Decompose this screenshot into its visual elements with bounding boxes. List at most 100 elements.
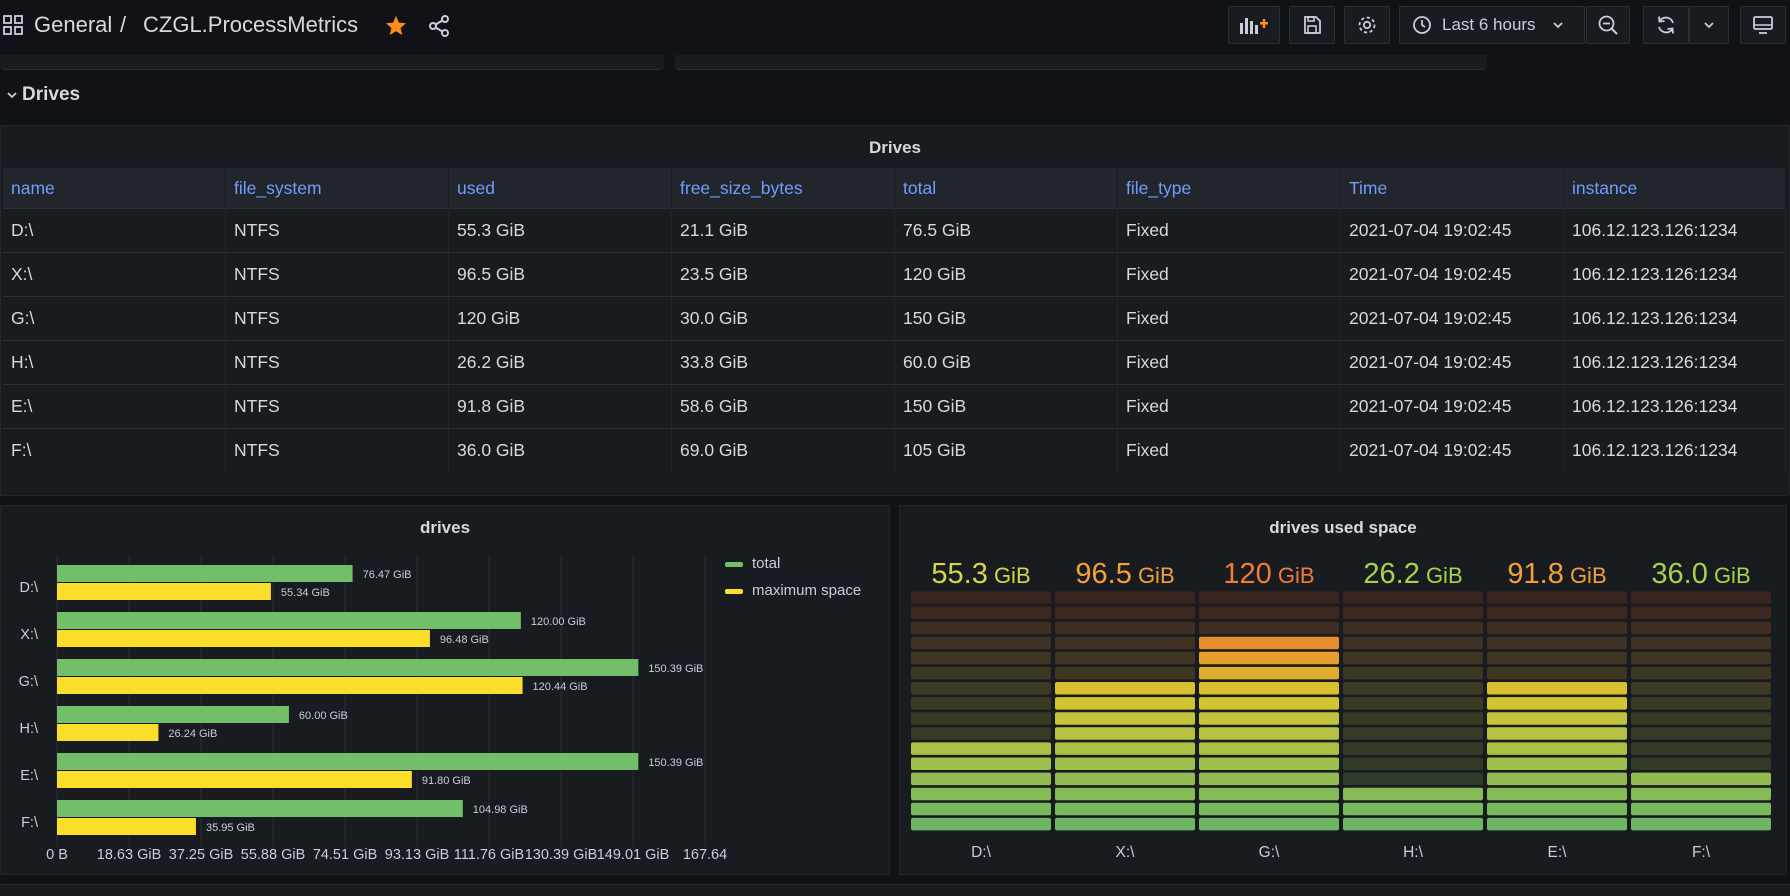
column-header[interactable]: name: [3, 168, 226, 209]
data-label: 150.39 GiB: [648, 663, 703, 675]
gauge-segment: [1199, 742, 1339, 755]
table-cell: Fixed: [1117, 296, 1341, 341]
panel-edge: [0, 884, 1790, 896]
bar: [57, 565, 353, 582]
dashboard-title[interactable]: CZGL.ProcessMetrics: [143, 12, 359, 37]
gauge-segment: [911, 727, 1051, 740]
row-header-drives[interactable]: Drives: [6, 84, 80, 106]
gauge-segment: [1487, 802, 1627, 816]
clock-icon: [1413, 16, 1431, 34]
gear-icon: [1358, 16, 1376, 34]
column-header[interactable]: free_size_bytes: [671, 168, 895, 209]
table-cell: 21.1 GiB: [671, 208, 895, 253]
table-cell: NTFS: [225, 208, 449, 253]
save-dashboard-button[interactable]: [1289, 6, 1335, 44]
gauge-segment: [1487, 606, 1627, 619]
gauge-segment: [911, 606, 1051, 619]
panel-title[interactable]: drives: [419, 518, 471, 537]
table-cell: Fixed: [1117, 340, 1341, 385]
gauge-value-unit: GiB: [988, 563, 1031, 588]
gauge-segment: [1631, 712, 1771, 725]
gauge-segment: [1055, 787, 1195, 801]
column-header[interactable]: Time: [1340, 168, 1564, 209]
gauge-segment: [911, 591, 1051, 604]
column-header[interactable]: file_system: [225, 168, 449, 209]
y-tick-label: D:\: [19, 580, 39, 596]
refresh-icon: [1658, 16, 1674, 34]
gauge-segment: [1487, 591, 1627, 604]
gauge-segment: [1487, 636, 1627, 650]
dashboard-settings-button[interactable]: [1344, 6, 1390, 44]
gauge-segment: [1055, 772, 1195, 786]
gauge-segment: [1487, 682, 1627, 695]
gauge-value-number: 55.3: [931, 558, 987, 590]
gauge-label: X:\: [1116, 844, 1136, 861]
star-icon[interactable]: [384, 14, 408, 38]
monitor-icon: [1753, 16, 1773, 34]
gauge-segment: [911, 651, 1051, 665]
add-panel-icon: [1240, 18, 1268, 34]
gauge-segment: [1631, 697, 1771, 710]
zoom-out-button[interactable]: [1586, 6, 1630, 44]
gauge-segment: [1487, 742, 1627, 755]
x-tick-label: 0 B: [46, 847, 68, 863]
table-cell: G:\: [3, 296, 226, 341]
gauge-segment: [1631, 787, 1771, 801]
table-cell: 91.8 GiB: [448, 384, 672, 429]
gauge-segment: [1055, 606, 1195, 619]
gauge-segment: [1631, 757, 1771, 770]
gauge-segment: [911, 682, 1051, 695]
table-cell: NTFS: [225, 428, 449, 472]
gauge-segment: [1199, 802, 1339, 816]
x-tick-label: 149.01 GiB: [597, 847, 670, 863]
gauge-segment: [1631, 772, 1771, 786]
view-mode-button[interactable]: [1740, 6, 1786, 44]
column-header[interactable]: instance: [1563, 168, 1786, 209]
table-cell: 60.0 GiB: [894, 340, 1118, 385]
gauge-segment: [1199, 621, 1339, 635]
table-cell: 23.5 GiB: [671, 252, 895, 297]
gauge-segment: [1343, 591, 1483, 604]
column-header[interactable]: file_type: [1117, 168, 1341, 209]
gauge-value: 91.8 GiB: [1507, 558, 1606, 590]
breadcrumb-folder[interactable]: General: [34, 12, 113, 37]
panel-title[interactable]: Drives: [869, 138, 921, 157]
legend-item: maximum space: [752, 582, 861, 599]
gauge-segment: [1055, 591, 1195, 604]
panel-title[interactable]: drives used space: [1269, 518, 1417, 537]
gauge-segment: [911, 712, 1051, 725]
bar: [57, 724, 159, 741]
gauge-segment: [1343, 682, 1483, 695]
table-cell: 106.12.123.126:1234: [1563, 296, 1786, 341]
gauge-value-number: 91.8: [1507, 558, 1563, 590]
refresh-interval-button[interactable]: [1689, 6, 1729, 44]
bar: [57, 753, 639, 770]
gauge-value-number: 26.2: [1363, 558, 1419, 590]
gauge-segment: [1343, 697, 1483, 710]
column-header[interactable]: total: [894, 168, 1118, 209]
add-panel-button[interactable]: [1228, 6, 1280, 44]
gauge-value: 55.3 GiB: [931, 558, 1030, 590]
gauge-segment: [1487, 727, 1627, 740]
table-row: H:\ NTFS 26.2 GiB 33.8 GiB 60.0 GiB Fixe…: [3, 340, 1786, 385]
share-icon[interactable]: [427, 14, 451, 38]
column-header[interactable]: used: [448, 168, 672, 209]
table-cell: 55.3 GiB: [448, 208, 672, 253]
table-cell: 36.0 GiB: [448, 428, 672, 472]
table-cell: 150 GiB: [894, 384, 1118, 429]
gauge-value: 120 GiB: [1223, 558, 1314, 590]
gauge-value: 36.0 GiB: [1651, 558, 1750, 590]
gauge-segment: [1055, 636, 1195, 650]
data-label: 35.95 GiB: [206, 822, 255, 834]
gauge-segment: [1343, 757, 1483, 770]
apps-icon[interactable]: [3, 15, 23, 35]
data-label: 120.44 GiB: [533, 681, 588, 693]
gauge-segment: [1343, 636, 1483, 650]
time-range-picker[interactable]: Last 6 hours: [1399, 6, 1585, 44]
data-label: 96.48 GiB: [440, 634, 489, 646]
bar: [57, 771, 412, 788]
gauge-value: 26.2 GiB: [1363, 558, 1462, 590]
gauge-segment: [1199, 727, 1339, 740]
data-label: 55.34 GiB: [281, 587, 330, 599]
refresh-button[interactable]: [1643, 6, 1689, 44]
